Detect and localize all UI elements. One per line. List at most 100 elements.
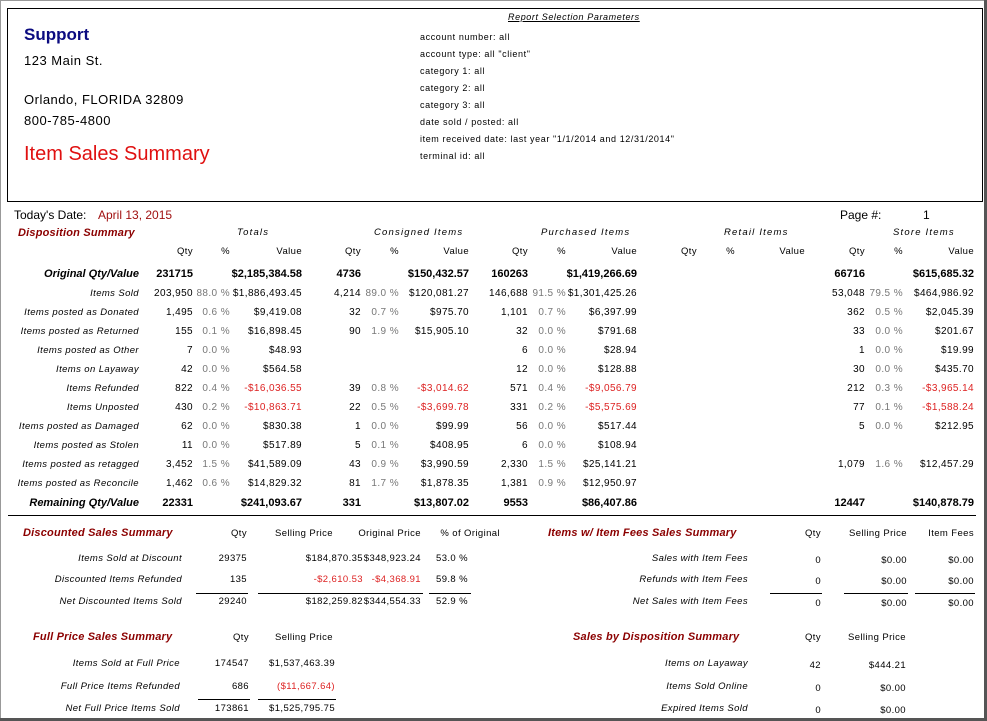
row-label: Items posted as Other (37, 345, 139, 356)
cell-pct: 0.0 % (371, 421, 399, 432)
col-qty-header: Qty (512, 246, 528, 257)
cell-value: $975.70 (430, 307, 469, 318)
row-label: Items Sold Online (666, 681, 748, 692)
col-qty-header: Qty (345, 246, 361, 257)
cell-value: 52.9 % (436, 596, 468, 607)
cell-pct: 0.5 % (371, 402, 399, 413)
col-pct-header: % (726, 246, 735, 257)
cell-value: $128.88 (598, 364, 637, 375)
cell-value: $14,829.32 (247, 478, 302, 489)
total-rule (258, 593, 364, 594)
row-label: Items Sold (90, 288, 139, 299)
cell-value: 29240 (218, 596, 247, 607)
cell-pct: 0.5 % (875, 307, 903, 318)
report-header: Support 123 Main St. Orlando, FLORIDA 32… (7, 8, 983, 202)
section-title: Disposition Summary (18, 227, 135, 239)
section-title: Items w/ Item Fees Sales Summary (548, 527, 737, 539)
frame-shadow (0, 718, 987, 721)
param-line: category 1: all (420, 66, 486, 76)
cell-value: 59.8 % (436, 574, 468, 585)
cell-pct: 88.0 % (196, 288, 230, 299)
column-header: Original Price (358, 528, 421, 539)
cell-value: $444.21 (868, 660, 906, 671)
params-title: Report Selection Parameters (508, 12, 640, 22)
row-label: Items posted as Reconcile (17, 478, 139, 489)
cell-qty: 5 (859, 421, 865, 432)
cell-value: 29375 (218, 553, 247, 564)
param-line: category 2: all (420, 83, 486, 93)
cell-qty: 22 (349, 402, 361, 413)
cell-value: -$10,863.71 (244, 402, 302, 413)
cell-value: $0.00 (880, 705, 906, 716)
cell-value: -$2,610.53 (313, 574, 363, 585)
cell-value: $25,141.21 (582, 459, 637, 470)
section-title: Sales by Disposition Summary (573, 631, 740, 643)
cell-pct: 1.6 % (875, 459, 903, 470)
row-label: Discounted Items Refunded (54, 574, 182, 585)
cell-qty: 32 (516, 326, 528, 337)
param-line: category 3: all (420, 100, 486, 110)
cell-value: $13,807.02 (413, 497, 469, 509)
cell-pct: 0.3 % (875, 383, 903, 394)
cell-qty: 77 (853, 402, 865, 413)
col-pct-header: % (894, 246, 903, 257)
column-header: Qty (805, 632, 821, 643)
column-header: Selling Price (848, 528, 907, 539)
cell-value: 42 (809, 660, 821, 671)
col-pct-header: % (390, 246, 399, 257)
cell-pct: 0.9 % (538, 478, 566, 489)
report-title: Item Sales Summary (24, 143, 210, 165)
col-pct-header: % (221, 246, 230, 257)
cell-pct: 0.0 % (202, 364, 230, 375)
cell-value: $1,525,795.75 (269, 703, 335, 714)
cell-pct: 0.4 % (538, 383, 566, 394)
cell-value: $99.99 (436, 421, 469, 432)
col-pct-header: % (557, 246, 566, 257)
cell-value: $0.00 (948, 555, 974, 566)
column-header: Selling Price (274, 528, 333, 539)
cell-qty: 81 (349, 478, 361, 489)
cell-value: -$1,588.24 (922, 402, 974, 413)
row-label: Items posted as retagged (22, 459, 139, 470)
param-line: terminal id: all (420, 151, 486, 161)
total-rule (915, 593, 975, 594)
cell-qty: 1 (859, 345, 865, 356)
cell-pct: 0.2 % (538, 402, 566, 413)
cell-value: $0.00 (881, 598, 907, 609)
group-header: Store Items (893, 227, 955, 238)
row-label: Items posted as Donated (24, 307, 139, 318)
cell-value: $348,923.24 (363, 553, 421, 564)
page-label: Page #: (840, 208, 882, 222)
col-value-header: Value (611, 246, 637, 257)
cell-pct: 0.7 % (371, 307, 399, 318)
section-title: Discounted Sales Summary (23, 527, 173, 539)
cell-qty: 231715 (156, 268, 193, 280)
cell-pct: 0.4 % (202, 383, 230, 394)
cell-value: $1,537,463.39 (269, 658, 335, 669)
row-label: Items Sold at Discount (78, 553, 182, 564)
cell-qty: 571 (510, 383, 528, 394)
cell-pct: 0.0 % (538, 364, 566, 375)
cell-value: $0.00 (948, 576, 974, 587)
cell-qty: 331 (342, 497, 361, 509)
today-value: April 13, 2015 (98, 208, 173, 222)
row-label: Items Refunded (66, 383, 139, 394)
cell-value: 0 (815, 598, 821, 609)
cell-value: $435.70 (935, 364, 974, 375)
row-label: Net Discounted Items Sold (59, 596, 182, 607)
cell-qty: 6 (522, 345, 528, 356)
group-header: Retail Items (724, 227, 789, 238)
cell-qty: 30 (853, 364, 865, 375)
cell-value: $212.95 (935, 421, 974, 432)
company-phone: 800-785-4800 (24, 113, 111, 128)
total-rule (429, 593, 471, 594)
cell-qty: 3,452 (165, 459, 193, 470)
cell-pct: 79.5 % (869, 288, 903, 299)
cell-value: 686 (231, 681, 249, 692)
cell-value: $120,081.27 (408, 288, 469, 299)
total-rule (196, 593, 248, 594)
row-label: Expired Items Sold (661, 703, 748, 714)
group-header: Purchased Items (541, 227, 631, 238)
cell-pct: 0.7 % (538, 307, 566, 318)
cell-value: -$3,014.62 (417, 383, 469, 394)
